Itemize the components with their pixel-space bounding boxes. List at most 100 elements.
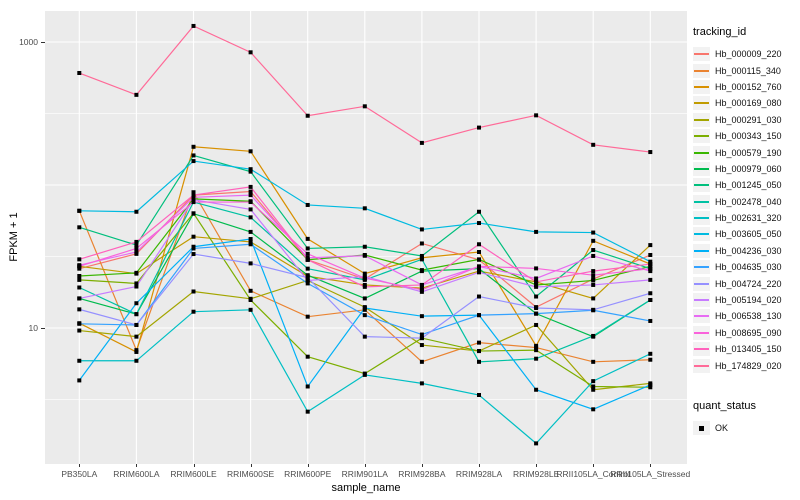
data-point	[305, 409, 310, 414]
data-point	[191, 190, 196, 195]
data-point	[134, 239, 139, 244]
data-point	[362, 296, 367, 301]
data-point	[419, 282, 424, 287]
data-point	[648, 252, 653, 257]
data-point	[591, 230, 596, 235]
legend-item-label: Hb_000009_220	[715, 49, 782, 60]
data-point	[134, 322, 139, 327]
data-point	[77, 378, 82, 383]
data-point	[534, 322, 539, 327]
data-point	[591, 379, 596, 384]
data-point	[419, 314, 424, 319]
data-point	[648, 150, 653, 155]
data-point	[134, 334, 139, 339]
data-point	[648, 351, 653, 356]
legend-item: Hb_008695_090	[693, 325, 782, 341]
data-point	[77, 264, 82, 269]
data-point	[534, 113, 539, 118]
data-point	[191, 200, 196, 205]
legend-key-box	[693, 309, 710, 324]
quant-status-legend: quant_status OK	[693, 400, 756, 436]
x-tick-mark	[479, 464, 480, 467]
data-point	[419, 227, 424, 232]
data-point	[191, 289, 196, 294]
legend-item-label: Hb_002478_040	[715, 196, 782, 207]
legend-item-label: Hb_001245_050	[715, 180, 782, 191]
data-point	[191, 252, 196, 257]
x-tick-label: RRIM928LE	[512, 469, 560, 479]
x-axis-title: sample_name	[331, 482, 401, 494]
data-point	[534, 279, 539, 284]
y-tick-mark	[41, 328, 45, 329]
data-point	[362, 276, 367, 281]
data-point	[134, 249, 139, 254]
legend-item: Hb_005194_020	[693, 292, 782, 308]
data-point	[362, 104, 367, 109]
data-point	[77, 307, 82, 312]
data-point	[534, 229, 539, 234]
data-point	[191, 195, 196, 200]
data-point	[419, 336, 424, 341]
data-point	[591, 253, 596, 258]
data-point	[191, 23, 196, 28]
x-tick-label: RRIM600LA	[113, 469, 160, 479]
data-point	[591, 333, 596, 338]
legend-item: Hb_174829_020	[693, 357, 782, 373]
y-tick-label: 1000	[19, 37, 38, 47]
legend-item-label: Hb_002631_320	[715, 213, 782, 224]
data-point	[648, 382, 653, 387]
data-point	[362, 253, 367, 258]
data-point	[248, 239, 253, 244]
legend-item: Hb_006538_130	[693, 308, 782, 324]
data-point	[248, 169, 253, 174]
plot-panel	[45, 11, 687, 464]
legend-key-box	[693, 211, 710, 226]
legend-line-swatch	[694, 282, 709, 285]
x-tick-label: RRIM901LA	[341, 469, 388, 479]
legend-item-label: OK	[715, 423, 729, 434]
legend-items: Hb_000009_220 Hb_000115_340 Hb_000152_760 H…	[693, 46, 782, 374]
data-point	[591, 248, 596, 253]
data-point	[248, 242, 253, 247]
data-point	[134, 312, 139, 317]
legend-key-box	[693, 260, 710, 275]
legend-item-label: Hb_008695_090	[715, 327, 782, 338]
x-tick-mark	[307, 464, 309, 467]
legend-line-swatch	[694, 167, 709, 170]
data-point	[305, 314, 310, 319]
data-point	[477, 264, 481, 269]
data-point	[248, 261, 253, 266]
data-point	[134, 270, 139, 275]
data-point	[477, 257, 481, 262]
data-point	[248, 189, 253, 194]
data-point	[305, 384, 310, 389]
data-point	[248, 200, 253, 205]
data-point	[591, 296, 596, 301]
data-point	[191, 193, 196, 198]
data-point	[362, 244, 367, 249]
x-tick-mark	[364, 464, 366, 467]
legend-line-swatch	[694, 315, 709, 318]
data-point	[591, 278, 596, 283]
data-point	[248, 184, 253, 189]
legend-line-swatch	[694, 233, 709, 236]
data-point	[305, 281, 310, 286]
data-point	[534, 387, 539, 392]
data-point	[134, 281, 139, 286]
legend-key-box	[693, 293, 710, 308]
data-point	[648, 262, 653, 267]
data-point	[591, 142, 596, 147]
data-point	[362, 284, 367, 289]
data-point	[248, 193, 253, 198]
legend-key-box	[693, 358, 710, 373]
data-point	[477, 349, 481, 354]
chart-canvas	[45, 11, 687, 464]
legend-item-label: Hb_000169_080	[715, 98, 782, 109]
data-point	[591, 387, 596, 392]
legend-item-label: Hb_000291_030	[715, 114, 782, 125]
data-point	[305, 255, 310, 260]
legend-line-swatch	[694, 151, 709, 154]
legend-key-box	[693, 227, 710, 242]
legend-item: Hb_000115_340	[693, 62, 782, 78]
